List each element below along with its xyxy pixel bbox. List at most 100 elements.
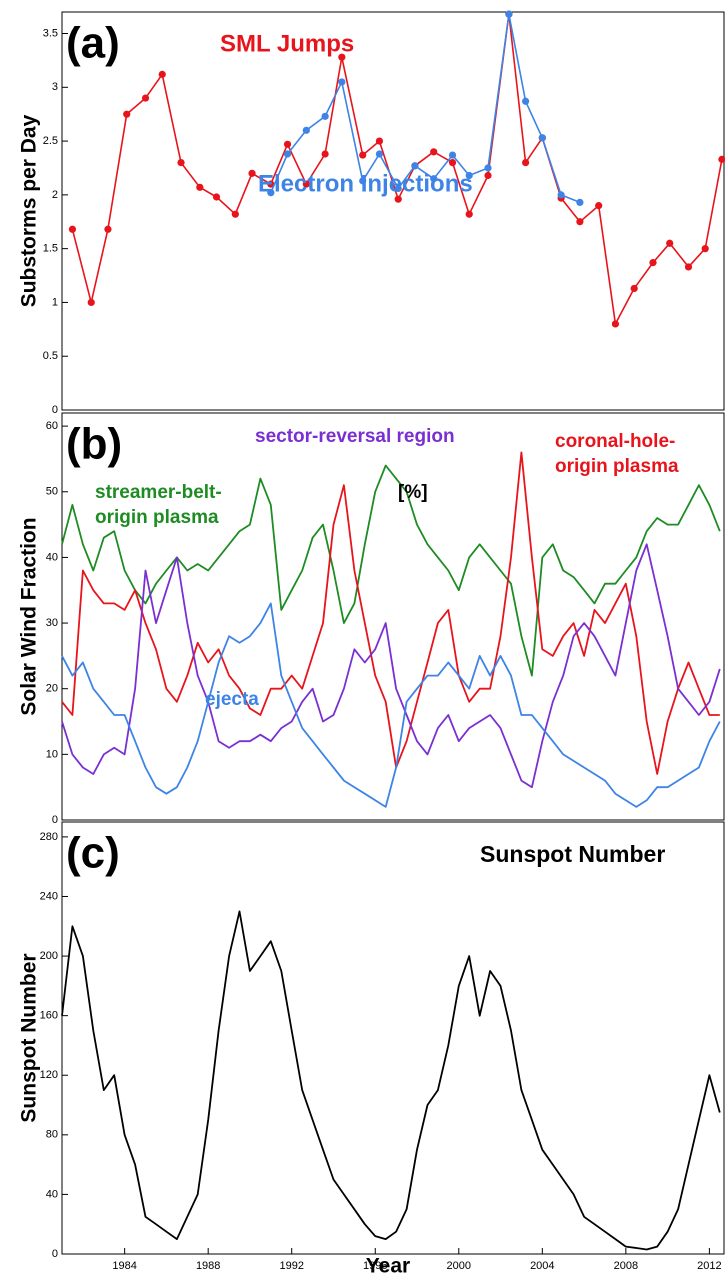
data-point	[321, 112, 329, 120]
y-tick-label: 0	[52, 404, 58, 416]
data-point	[231, 210, 239, 218]
y-tick-label: 50	[46, 486, 58, 498]
series-line	[61, 451, 720, 775]
panel-label: (b)	[66, 420, 122, 469]
annotation: coronal-hole-	[555, 431, 675, 452]
data-point	[196, 183, 204, 191]
y-tick-label: 1.5	[43, 243, 58, 255]
annotation: Electron Injections	[258, 170, 473, 197]
data-point	[557, 191, 565, 199]
data-point	[248, 169, 256, 177]
y-tick-label: 20	[46, 683, 58, 695]
data-point	[649, 259, 657, 267]
data-point	[141, 94, 150, 102]
data-point	[338, 53, 346, 61]
series-line	[61, 464, 721, 677]
series-line	[61, 602, 721, 808]
data-point	[158, 70, 166, 78]
y-tick-label: 40	[46, 1188, 58, 1200]
x-tick-label: 2008	[614, 1260, 638, 1272]
y-axis-label: Solar Wind Fraction	[18, 517, 41, 715]
data-point	[411, 162, 419, 170]
x-tick-label: 2012	[697, 1260, 721, 1272]
y-tick-label: 1	[52, 296, 58, 308]
data-point	[123, 110, 131, 118]
annotation: origin plasma	[95, 507, 219, 528]
data-point	[430, 175, 438, 183]
data-point	[267, 180, 275, 188]
x-tick-label: 2000	[447, 1260, 471, 1272]
unit-label: [%]	[398, 482, 428, 503]
x-tick-label: 1988	[196, 1260, 220, 1272]
data-point	[522, 97, 530, 105]
data-point	[394, 195, 402, 203]
annotation: origin plasma	[555, 456, 679, 477]
data-point	[465, 210, 473, 218]
data-point	[448, 158, 457, 167]
series-line	[71, 13, 723, 325]
panel-label: (c)	[66, 829, 120, 878]
annotation: streamer-belt-	[95, 482, 222, 503]
data-point	[267, 189, 275, 197]
data-point	[538, 134, 546, 142]
data-point	[522, 158, 530, 167]
data-point	[576, 218, 584, 226]
y-tick-label: 2	[52, 189, 58, 201]
data-point	[701, 245, 709, 253]
data-point	[465, 171, 473, 180]
annotation: sector-reversal region	[255, 426, 455, 447]
y-axis-label: Sunspot Number	[18, 953, 41, 1122]
y-tick-label: 280	[40, 831, 58, 843]
data-point	[302, 180, 310, 188]
annotation: ejecta	[205, 689, 259, 710]
data-point	[321, 150, 329, 158]
plot-frame	[61, 11, 725, 411]
x-axis-label: Year	[366, 1255, 410, 1278]
data-point	[630, 284, 638, 293]
y-tick-label: 80	[46, 1129, 58, 1141]
x-tick-label: 1996	[363, 1260, 387, 1272]
data-point	[611, 320, 620, 328]
data-point	[338, 78, 346, 86]
y-tick-label: 2.5	[43, 135, 58, 147]
data-point	[505, 10, 513, 18]
data-point	[484, 171, 492, 180]
data-point	[283, 150, 292, 158]
plot-frame	[61, 412, 725, 821]
data-point	[394, 184, 402, 193]
panel-label: (a)	[66, 19, 120, 68]
data-point	[68, 225, 77, 233]
series-line	[270, 13, 581, 204]
y-tick-label: 60	[46, 420, 58, 432]
data-point	[359, 177, 367, 185]
y-tick-label: 200	[40, 950, 58, 962]
data-point	[684, 263, 693, 271]
y-axis-label: Substorms per Day	[18, 114, 41, 307]
y-tick-label: 3.5	[43, 27, 58, 39]
data-point	[448, 151, 457, 159]
plot-frame	[61, 821, 725, 1255]
data-point	[104, 225, 112, 233]
data-point	[595, 202, 603, 210]
x-tick-label: 1992	[279, 1260, 303, 1272]
data-point	[87, 298, 95, 307]
y-tick-label: 240	[40, 890, 58, 902]
data-point	[718, 155, 725, 163]
data-point	[359, 151, 367, 159]
data-point	[177, 158, 185, 167]
data-point	[375, 150, 384, 158]
series-line	[61, 910, 721, 1251]
x-tick-label: 1984	[112, 1260, 136, 1272]
data-point	[484, 164, 492, 172]
y-tick-label: 0	[52, 1248, 58, 1260]
data-point	[283, 140, 292, 148]
y-tick-label: 40	[46, 551, 58, 563]
data-point	[666, 239, 674, 247]
data-point	[212, 193, 221, 201]
y-tick-label: 30	[46, 617, 58, 629]
y-tick-label: 3	[52, 81, 58, 93]
data-point	[430, 148, 438, 156]
y-tick-label: 120	[40, 1069, 58, 1081]
annotation: SML Jumps	[220, 30, 354, 57]
